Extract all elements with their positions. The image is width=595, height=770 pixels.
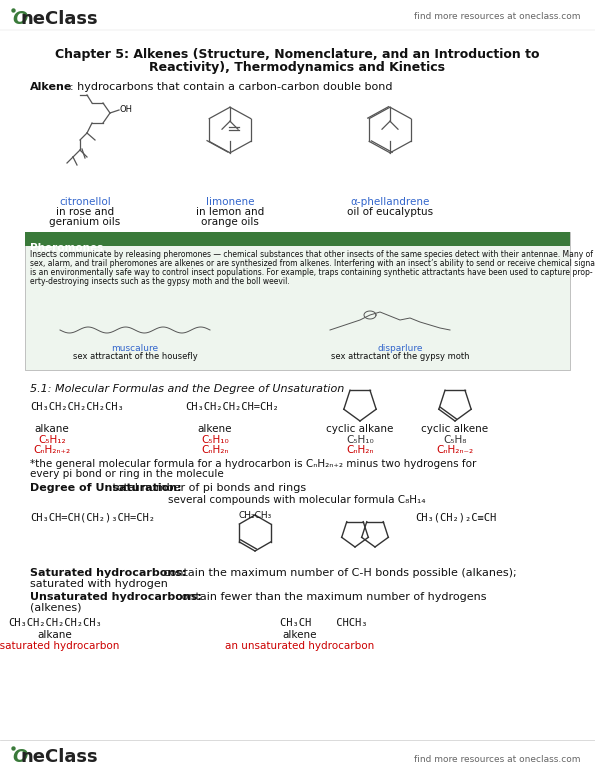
Text: in rose and: in rose and xyxy=(56,207,114,217)
Text: (alkenes): (alkenes) xyxy=(30,603,82,613)
Text: : hydrocarbons that contain a carbon-carbon double bond: : hydrocarbons that contain a carbon-car… xyxy=(70,82,393,92)
Text: total number of pi bonds and rings: total number of pi bonds and rings xyxy=(109,483,306,493)
Text: sex attractant of the gypsy moth: sex attractant of the gypsy moth xyxy=(331,352,469,361)
Text: geranium oils: geranium oils xyxy=(49,217,121,227)
Text: CH₃(CH₂)₂C≡CH: CH₃(CH₂)₂C≡CH xyxy=(415,513,496,523)
Text: α-phellandrene: α-phellandrene xyxy=(350,197,430,207)
Circle shape xyxy=(12,747,15,750)
Text: citronellol: citronellol xyxy=(59,197,111,207)
Text: sex attractant of the housefly: sex attractant of the housefly xyxy=(73,352,198,361)
Bar xyxy=(25,232,570,246)
Text: Insects communicate by releasing pheromones — chemical substances that other ins: Insects communicate by releasing pheromo… xyxy=(30,250,595,259)
Text: Reactivity), Thermodynamics and Kinetics: Reactivity), Thermodynamics and Kinetics xyxy=(149,61,445,74)
Text: contain the maximum number of C-H bonds possible (alkanes);: contain the maximum number of C-H bonds … xyxy=(160,568,516,578)
Text: contain fewer than the maximum number of hydrogens: contain fewer than the maximum number of… xyxy=(172,592,487,602)
Text: O: O xyxy=(12,10,27,28)
Text: CₙH₂ₙ₋₂: CₙH₂ₙ₋₂ xyxy=(437,445,474,455)
Text: C₅H₁₂: C₅H₁₂ xyxy=(38,435,66,445)
Text: CₙH₂ₙ: CₙH₂ₙ xyxy=(346,445,374,455)
Text: alkene: alkene xyxy=(283,630,317,640)
Text: Saturated hydrocarbons:: Saturated hydrocarbons: xyxy=(30,568,186,578)
Text: muscalure: muscalure xyxy=(111,344,158,353)
Text: neClass: neClass xyxy=(21,10,99,28)
Text: alkene: alkene xyxy=(198,424,232,434)
Text: find more resources at oneclass.com: find more resources at oneclass.com xyxy=(414,12,580,21)
Text: Degree of Unsaturation:: Degree of Unsaturation: xyxy=(30,483,181,493)
Text: Pheromones: Pheromones xyxy=(30,243,104,253)
Bar xyxy=(25,232,570,370)
Text: *the general molecular formula for a hydrocarbon is CₙH₂ₙ₊₂ minus two hydrogens : *the general molecular formula for a hyd… xyxy=(30,459,477,469)
Text: alkane: alkane xyxy=(35,424,70,434)
Text: Alkene: Alkene xyxy=(30,82,73,92)
Text: OH: OH xyxy=(119,105,132,115)
Text: cyclic alkene: cyclic alkene xyxy=(421,424,488,434)
Circle shape xyxy=(12,9,15,12)
Text: a saturated hydrocarbon: a saturated hydrocarbon xyxy=(0,641,120,651)
Text: O: O xyxy=(12,748,27,766)
Text: Unsaturated hydrocarbons:: Unsaturated hydrocarbons: xyxy=(30,592,202,602)
Text: disparlure: disparlure xyxy=(377,344,423,353)
Text: every pi bond or ring in the molecule: every pi bond or ring in the molecule xyxy=(30,469,224,479)
Text: erty-destroying insects such as the gypsy moth and the boll weevil.: erty-destroying insects such as the gyps… xyxy=(30,277,290,286)
Text: limonene: limonene xyxy=(206,197,254,207)
Text: C₅H₁₀: C₅H₁₀ xyxy=(201,435,229,445)
Text: CH₃CH=CH(CH₂)₃CH=CH₂: CH₃CH=CH(CH₂)₃CH=CH₂ xyxy=(30,513,155,523)
Text: is an environmentally safe way to control insect populations. For example, traps: is an environmentally safe way to contro… xyxy=(30,268,593,277)
Text: oil of eucalyptus: oil of eucalyptus xyxy=(347,207,433,217)
Text: CₙH₂ₙ: CₙH₂ₙ xyxy=(201,445,228,455)
Text: alkane: alkane xyxy=(37,630,73,640)
Text: orange oils: orange oils xyxy=(201,217,259,227)
Text: an unsaturated hydrocarbon: an unsaturated hydrocarbon xyxy=(226,641,375,651)
Text: neClass: neClass xyxy=(21,748,99,766)
Text: find more resources at oneclass.com: find more resources at oneclass.com xyxy=(414,755,580,764)
Text: several compounds with molecular formula C₈H₁₄: several compounds with molecular formula… xyxy=(168,495,426,505)
Text: CₙH₂ₙ₊₂: CₙH₂ₙ₊₂ xyxy=(33,445,71,455)
Text: CH₃CH₂CH₂CH₂CH₃: CH₃CH₂CH₂CH₂CH₃ xyxy=(30,402,124,412)
Text: C₅H₁₀: C₅H₁₀ xyxy=(346,435,374,445)
Text: sex, alarm, and trail pheromones are alkenes or are synthesized from alkenes. In: sex, alarm, and trail pheromones are alk… xyxy=(30,259,595,268)
Text: CH₃CH    CHCH₃: CH₃CH CHCH₃ xyxy=(280,618,368,628)
Text: in lemon and: in lemon and xyxy=(196,207,264,217)
Text: CH₂CH₃: CH₂CH₃ xyxy=(239,511,272,520)
Text: 5.1: Molecular Formulas and the Degree of Unsaturation: 5.1: Molecular Formulas and the Degree o… xyxy=(30,384,345,394)
Text: cyclic alkane: cyclic alkane xyxy=(326,424,394,434)
Text: CH₃CH₂CH₂CH₂CH₃: CH₃CH₂CH₂CH₂CH₃ xyxy=(8,618,102,628)
Text: CH₃CH₂CH₂CH=CH₂: CH₃CH₂CH₂CH=CH₂ xyxy=(185,402,278,412)
Text: C₅H₈: C₅H₈ xyxy=(443,435,466,445)
Text: Chapter 5: Alkenes (Structure, Nomenclature, and an Introduction to: Chapter 5: Alkenes (Structure, Nomenclat… xyxy=(55,48,539,61)
Text: saturated with hydrogen: saturated with hydrogen xyxy=(30,579,168,589)
